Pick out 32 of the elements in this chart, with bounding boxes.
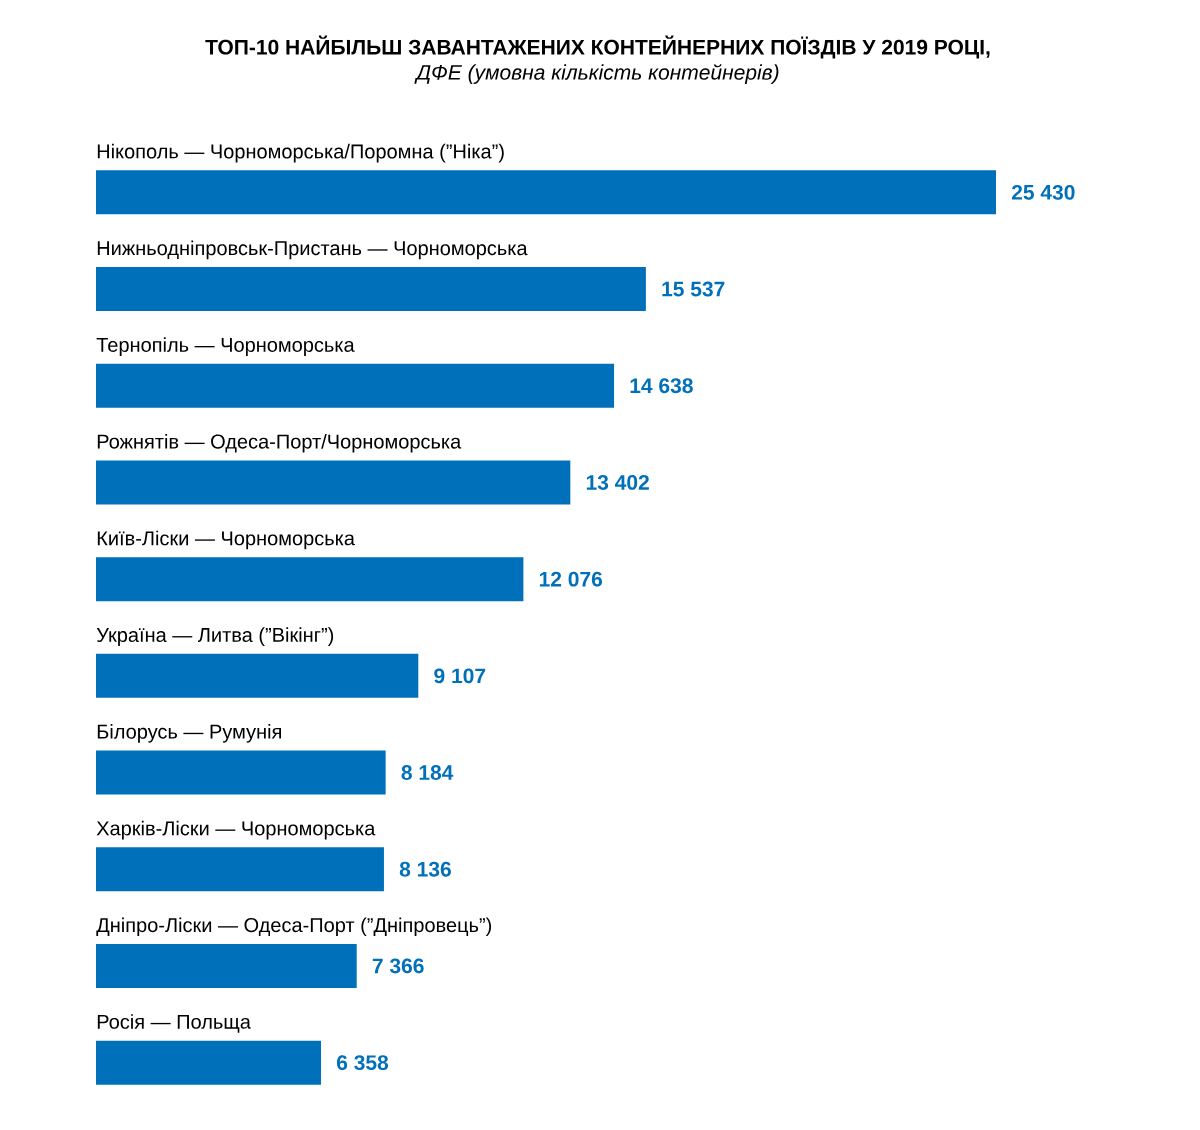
y-tick-label: Тернопіль — Чорноморська <box>96 337 355 356</box>
bar <box>96 363 615 408</box>
data-label: 25 430 <box>1011 184 1075 200</box>
bar <box>96 653 419 698</box>
y-tick-label: Нижньодніпровськ-Пристань — Чорноморська <box>97 240 528 260</box>
bar <box>96 170 997 215</box>
data-label: 8 136 <box>399 861 451 877</box>
bar <box>96 943 357 988</box>
data-label: 15 537 <box>662 281 725 297</box>
y-tick-label: Рожнятів — Одеса-Порт/Чорноморська <box>97 433 462 453</box>
data-label: 8 184 <box>401 765 454 780</box>
data-label: 12 076 <box>539 571 603 587</box>
y-tick-label: Україна — Литва (”Вікінг”) <box>96 627 334 647</box>
y-tick-label: Росія — Польща <box>97 1014 251 1033</box>
data-label: 14 638 <box>630 378 693 394</box>
y-tick-label: Київ-Ліски — Чорноморська <box>97 530 355 550</box>
bar <box>96 847 384 892</box>
bar <box>96 750 386 795</box>
y-tick-label: Нікополь — Чорноморська/Поромна (”Ніка”) <box>97 143 504 163</box>
data-label: 6 358 <box>336 1055 389 1071</box>
data-label: 13 402 <box>586 475 649 490</box>
y-tick-label: Харків-Ліски — Чорноморська <box>96 820 376 840</box>
data-label: 7 366 <box>372 958 424 974</box>
bar <box>96 267 646 312</box>
y-tick-label: Білорусь — Румунія <box>97 724 281 743</box>
data-label: 9 107 <box>434 668 486 684</box>
bar <box>96 557 524 602</box>
chart-title: ТОП-10 НАЙБІЛЬШ ЗАВАНТАЖЕНИХ КОНТЕЙНЕРНИХ ПОЇЗДІВ У 2019 РОЦІ, <box>205 35 990 59</box>
y-tick-label: Дніпро-Ліски — Одеса-Порт (”Дніпровець”) <box>96 917 492 937</box>
bar <box>96 460 571 505</box>
bar <box>96 1040 322 1085</box>
chart-subtitle: ДФЕ (умовна кількість контейнерів) <box>414 64 779 84</box>
